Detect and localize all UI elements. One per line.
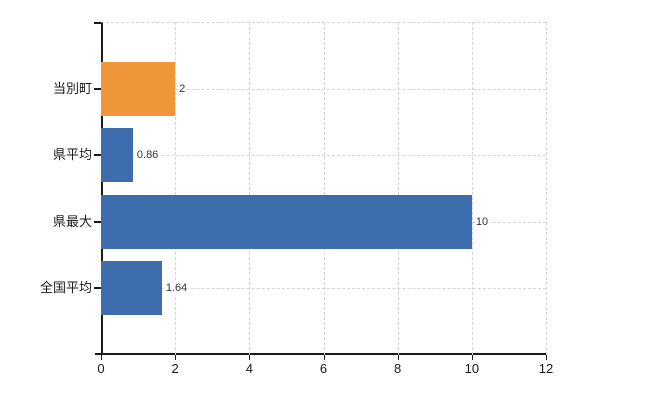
x-axis-tick <box>546 355 547 360</box>
y-axis-top-tick <box>94 22 101 24</box>
x-tick-label: 8 <box>394 361 402 376</box>
value-label: 10 <box>474 214 490 229</box>
y-gridline <box>101 88 546 90</box>
x-axis-tick <box>397 355 399 360</box>
y-gridline <box>101 288 546 290</box>
x-tick-label: 10 <box>464 361 480 376</box>
x-axis-tick <box>101 355 102 360</box>
x-axis-tick <box>471 355 473 360</box>
x-gridline <box>249 22 251 355</box>
category-label: 当別町 <box>52 80 92 96</box>
x-axis-tick <box>175 355 177 360</box>
category-label: 県最大 <box>52 213 92 229</box>
x-axis-left-overhang <box>95 353 101 355</box>
x-tick-label: 6 <box>319 361 328 376</box>
y-axis-tick <box>94 220 101 223</box>
bar <box>101 194 472 249</box>
bar <box>101 261 162 316</box>
x-gridline <box>471 22 473 355</box>
x-tick-label: 12 <box>538 361 554 376</box>
category-label: 全国平均 <box>39 280 92 296</box>
y-axis-tick <box>94 287 101 290</box>
value-label: 2 <box>178 81 187 96</box>
x-gridline <box>323 22 325 355</box>
y-axis-tick <box>94 154 101 157</box>
bar <box>101 61 176 116</box>
value-label: 0.86 <box>135 148 160 163</box>
y-axis-tick <box>94 87 101 90</box>
x-axis-tick <box>323 355 325 360</box>
x-gridline <box>175 22 177 355</box>
x-tick-label: 2 <box>171 361 179 376</box>
x-gridline <box>397 22 399 355</box>
category-label: 県平均 <box>52 147 92 163</box>
y-gridline <box>101 155 546 157</box>
x-tick-label: 0 <box>97 361 105 376</box>
x-tick-label: 4 <box>245 361 253 376</box>
x-axis-tick <box>249 355 251 360</box>
x-gridline <box>546 22 547 355</box>
value-label: 1.64 <box>164 281 189 296</box>
bar <box>101 128 133 183</box>
